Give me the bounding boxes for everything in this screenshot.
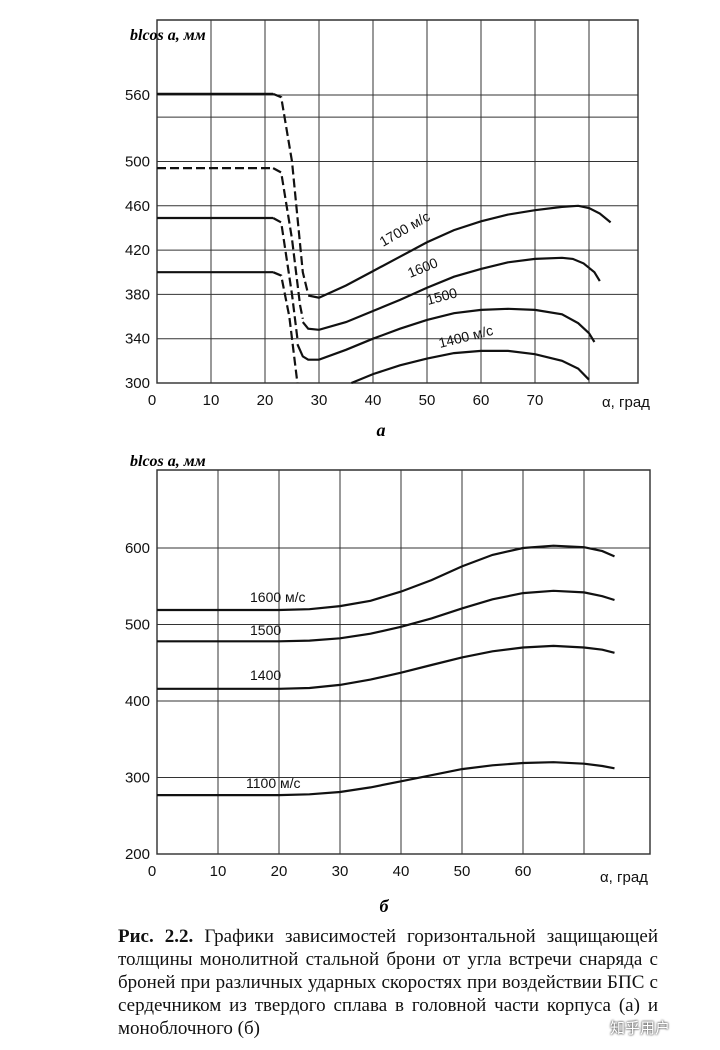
series-line-a-2 [296,307,596,361]
series-transition-a-1 [272,167,304,320]
y-tick-label: 500 [125,153,150,170]
caption-text: Графики зависимостей горизонтальной защи… [118,926,658,1039]
x-tick-label: 0 [148,392,156,409]
watermark: 知乎用户 [610,1019,671,1037]
series-transition-a-3 [272,271,299,384]
y-tick-label: 600 [125,540,150,557]
x-tick-label: 20 [271,863,288,880]
y-axis-label: blcos a, мм [130,27,206,44]
x-tick-label: 30 [332,863,349,880]
y-tick-label: 560 [125,87,150,104]
caption-label: Рис. 2.2. [118,926,194,947]
y-tick-label: 500 [125,617,150,634]
series-line-a-0 [307,204,612,299]
figure-caption: Рис. 2.2. Графики зависимостей горизонта… [118,925,658,1040]
series-line-b-3 [157,761,615,797]
series-transition-a-0 [272,92,310,295]
y-tick-label: 200 [125,846,150,863]
series-line-b-1 [157,589,615,643]
series-transition-a-2 [272,217,299,339]
plot-frame-b [156,469,651,855]
x-tick-label: 60 [473,392,490,409]
panel-label: а [377,420,386,440]
y-axis-label: blcos a, мм [130,453,206,470]
y-tick-label: 380 [125,286,150,303]
x-tick-label: 40 [393,863,410,880]
x-axis-label: α, град [602,394,650,411]
series-label-a-3: 1400 м/с [437,322,495,351]
panel-label: б [380,896,390,916]
x-tick-label: 60 [515,863,532,880]
series-line-a-1 [301,256,601,331]
series-line-b-2 [157,644,615,690]
x-tick-label: 40 [365,392,382,409]
x-axis-label: α, град [600,869,648,886]
x-tick-label: 50 [419,392,436,409]
y-tick-label: 420 [125,242,150,259]
x-tick-label: 10 [203,392,220,409]
x-tick-label: 20 [257,392,274,409]
series-label-b-1: 1500 [250,622,281,638]
series-label-a-2: 1500 [425,284,459,308]
series-label-b-0: 1600 м/с [250,589,306,605]
series-line-b-0 [157,544,615,612]
y-tick-label: 400 [125,693,150,710]
y-tick-label: 460 [125,198,150,215]
x-tick-label: 10 [210,863,227,880]
y-tick-label: 340 [125,331,150,348]
series-label-b-2: 1400 [250,667,281,683]
series-label-a-1: 1600 [405,254,440,281]
series-label-b-3: 1100 м/с [246,775,301,791]
x-tick-label: 30 [311,392,328,409]
x-tick-label: 70 [527,392,544,409]
y-tick-label: 300 [125,375,150,392]
x-tick-label: 0 [148,863,156,880]
y-tick-label: 300 [125,770,150,787]
x-tick-label: 50 [454,863,471,880]
series-line-a-3 [350,349,590,385]
